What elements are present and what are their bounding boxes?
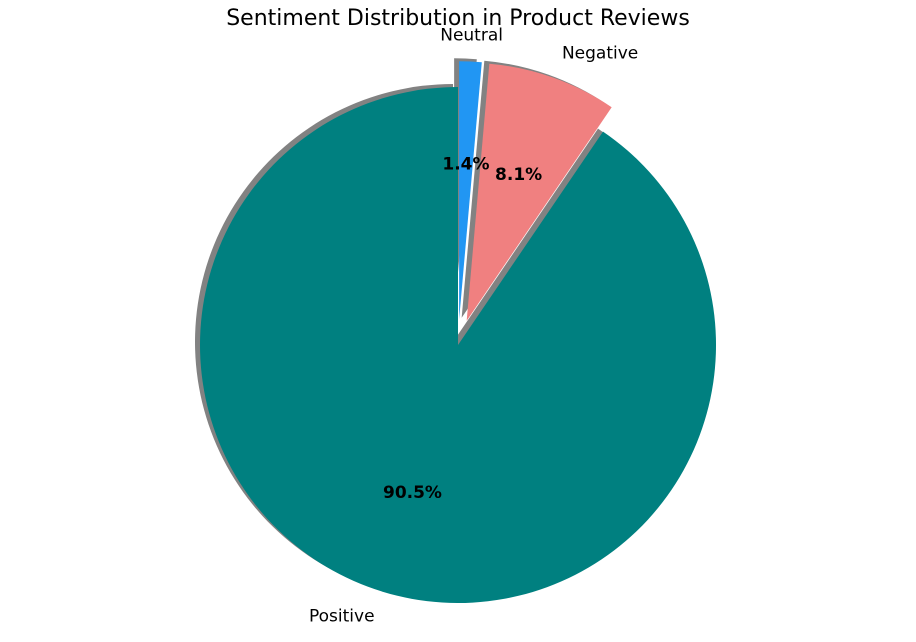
chart-title: Sentiment Distribution in Product Review… [226,6,690,31]
pie-slice-layer [200,61,717,604]
pie-slice-neutral [459,61,482,320]
slice-label-neutral: Neutral [440,26,503,46]
pie-slice-positive [200,87,717,604]
pct-label-negative: 8.1% [495,165,542,185]
pie-label-layer: Positive 90.5% Negative 8.1% Neutral 1.4% [309,26,638,627]
slice-label-positive: Positive [309,606,375,626]
pie-slice-negative [466,63,612,321]
pct-label-positive: 90.5% [383,483,442,503]
slice-label-negative: Negative [562,43,638,63]
pct-label-neutral: 1.4% [442,155,489,175]
